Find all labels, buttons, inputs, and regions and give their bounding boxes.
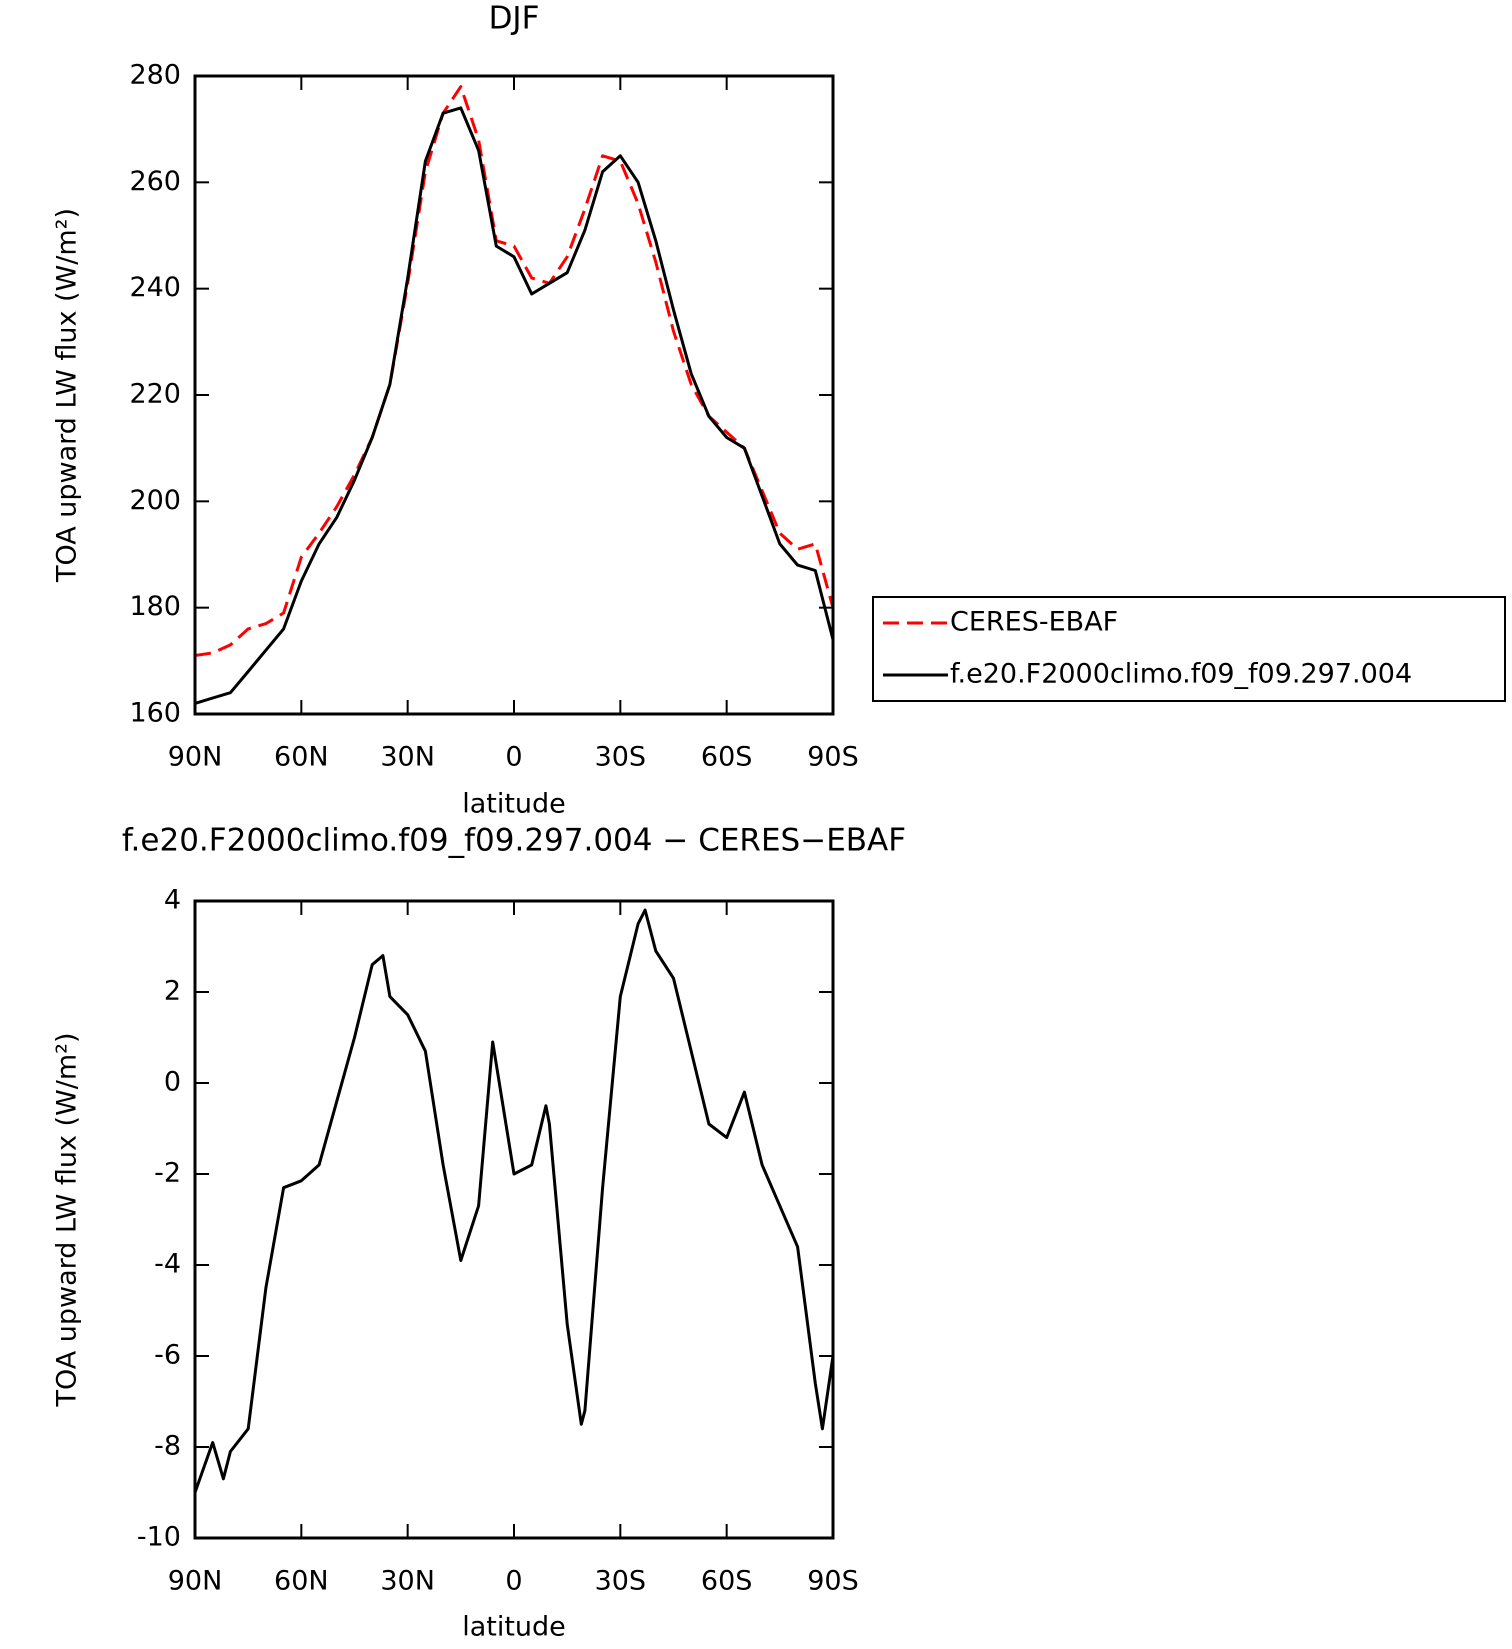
line [194, 85, 835, 657]
x-tick-label: 60N [274, 742, 329, 773]
y-tick-label: -2 [154, 1158, 181, 1189]
x-tick-label: 90N [168, 1566, 223, 1597]
x-tick-label: 0 [505, 1566, 522, 1597]
x-tick-label: 90N [168, 742, 223, 773]
chart: f.e20.F2000climo.f09_f09.297.004 − CERES… [52, 823, 907, 1643]
chart: DJF latitude TOA upward LW flux (W/m²) 160 1… [52, 1, 1506, 820]
y-tick-label: -4 [154, 1249, 181, 1280]
y-tick-label: 2 [164, 976, 181, 1007]
line [193, 908, 835, 1494]
y-tick-label: 160 [129, 698, 181, 729]
y-tick-label: 260 [129, 166, 181, 197]
y-tick-label: -8 [154, 1431, 181, 1462]
plot-frame [193, 899, 835, 1540]
line [194, 106, 835, 705]
y-axis-label: TOA upward LW flux (W/m²) [52, 1032, 83, 1407]
y-tick-label: 240 [129, 272, 181, 303]
x-tick-label: 60S [701, 1566, 753, 1597]
y-tick-label: 200 [129, 485, 181, 516]
x-tick-label: 30N [380, 1566, 435, 1597]
x-tick-label: 60N [274, 1566, 329, 1597]
y-tick-label: 0 [164, 1067, 181, 1098]
x-tick-label: 0 [505, 742, 522, 773]
y-tick-label: 180 [129, 591, 181, 622]
y-tick-label: -6 [154, 1340, 181, 1371]
y-tick-label: -10 [137, 1522, 181, 1553]
y-tick-label: 280 [129, 60, 181, 91]
x-tick-label: 30S [595, 742, 647, 773]
legend: CERES-EBAF f.e20.F2000climo.f09_f09.297.0… [872, 596, 1506, 702]
legend-label: f.e20.F2000climo.f09_f09.297.004 [950, 659, 1412, 690]
y-tick-label: 220 [129, 379, 181, 410]
x-tick-label: 30N [380, 742, 435, 773]
y-tick-label: 4 [164, 885, 181, 916]
x-axis-label: latitude [462, 789, 566, 820]
plot-frame [193, 74, 835, 716]
chart-title: DJF [489, 1, 540, 37]
legend-box [872, 596, 1506, 702]
chart-title: f.e20.F2000climo.f09_f09.297.004 − CERES… [122, 823, 906, 859]
y-axis-label: TOA upward LW flux (W/m²) [52, 208, 83, 583]
x-tick-label: 30S [595, 1566, 647, 1597]
x-axis-label: latitude [462, 1612, 566, 1643]
x-tick-label: 90S [807, 1566, 859, 1597]
legend-label: CERES-EBAF [950, 607, 1118, 638]
x-tick-label: 90S [807, 742, 859, 773]
x-tick-label: 60S [701, 742, 753, 773]
